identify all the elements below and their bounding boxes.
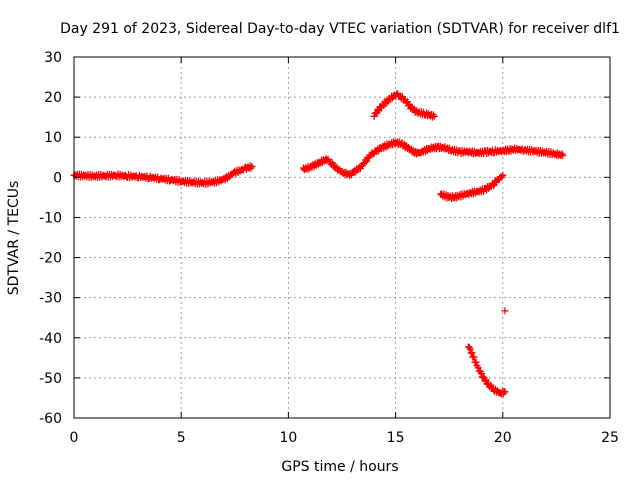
y-axis-title: SDTVAR / TECUs xyxy=(6,181,22,296)
axis-layer: 0 5 10 15 20 25 -60 -50 -40 -30 -20 -10 0 10 20 30 xyxy=(39,50,619,446)
data-point xyxy=(474,364,482,372)
data-point xyxy=(430,112,438,120)
data-layer xyxy=(70,90,567,398)
data-point xyxy=(248,163,256,171)
data-point xyxy=(489,181,497,189)
y-tick-label: -40 xyxy=(39,331,62,347)
x-tick-label: 10 xyxy=(279,430,297,446)
data-point xyxy=(559,151,567,159)
data-point xyxy=(501,307,509,315)
data-point xyxy=(477,369,485,377)
y-tick-label: 10 xyxy=(44,130,62,146)
y-tick-label: -10 xyxy=(39,210,62,226)
x-tick-label: 15 xyxy=(387,430,405,446)
y-tick-label: -30 xyxy=(39,291,62,307)
data-point xyxy=(362,157,370,165)
y-tick-label: -60 xyxy=(39,411,62,427)
data-point xyxy=(375,107,383,115)
grid-layer xyxy=(74,57,610,418)
x-tick-label: 0 xyxy=(70,430,79,446)
x-tick-label: 5 xyxy=(177,430,186,446)
data-point xyxy=(468,348,476,356)
data-point xyxy=(482,376,490,384)
data-point xyxy=(558,150,566,158)
data-point xyxy=(501,388,509,396)
data-point xyxy=(247,164,255,172)
y-tick-label: -20 xyxy=(39,251,62,267)
y-tick-label: 30 xyxy=(44,50,62,66)
data-point xyxy=(429,111,437,119)
data-point xyxy=(370,112,378,120)
plot-border xyxy=(73,56,611,419)
y-tick-label: 0 xyxy=(53,170,62,186)
y-tick-label: -50 xyxy=(39,371,62,387)
x-tick-label: 20 xyxy=(494,430,512,446)
chart-title: Day 291 of 2023, Sidereal Day-to-day VTE… xyxy=(60,21,620,37)
data-point xyxy=(472,358,480,366)
x-axis-title: GPS time / hours xyxy=(281,459,398,475)
x-tick-label: 25 xyxy=(601,430,619,446)
data-point xyxy=(499,171,507,179)
y-tick-label: 20 xyxy=(44,90,62,106)
data-point xyxy=(470,353,478,361)
